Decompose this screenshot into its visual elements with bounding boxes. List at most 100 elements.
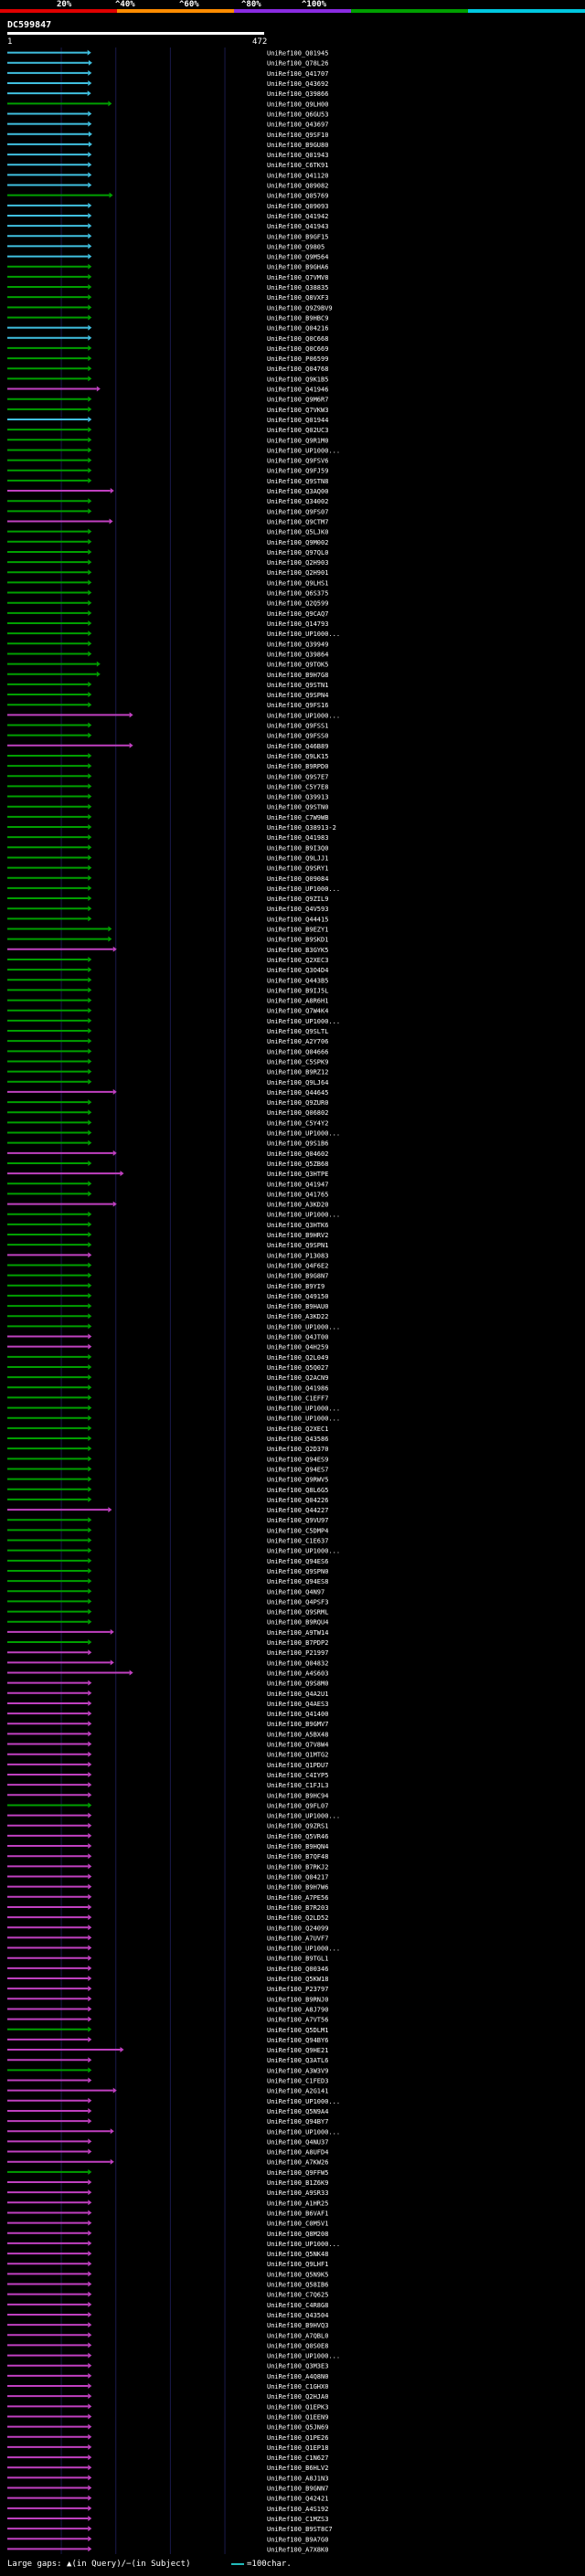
hit-arrow (88, 2291, 92, 2297)
hit-label: UniRef100_B9GNN7 (267, 2486, 328, 2493)
hit-arrow (129, 712, 133, 718)
hit-arrow (88, 2465, 92, 2471)
hit-arrow (88, 1252, 92, 1258)
hit-label: UniRef100_Q1PE26 (267, 2434, 328, 2442)
hit-arrow (88, 355, 92, 362)
hit-arrow (88, 589, 92, 596)
hit-label: UniRef100_UP1000... (267, 631, 340, 638)
hit-label: UniRef100_Q0C668 (267, 335, 328, 343)
hit-label: UniRef100_UP1000... (267, 2128, 340, 2136)
hit-arrow (88, 1292, 92, 1299)
hit-label: UniRef100_Q9S8M0 (267, 1680, 328, 1688)
hit-arrow (87, 49, 91, 56)
hit-arrow (110, 1628, 114, 1635)
hit-label: UniRef100_Q97QL0 (267, 549, 328, 557)
hit-arrow (88, 121, 92, 127)
hit-label: UniRef100_Q39949 (267, 641, 328, 648)
hit-arrow (88, 2148, 92, 2155)
hit-label: UniRef100_C4IYP5 (267, 1772, 328, 1779)
hit-arrow (88, 2443, 92, 2450)
legend-label: ^40% (115, 0, 135, 9)
hit-label: UniRef100_Q9FJ59 (267, 468, 328, 475)
hit-arrow (88, 2433, 92, 2440)
hit-arrow (88, 2026, 92, 2032)
hit-arrow (88, 324, 92, 331)
hit-arrow (88, 1374, 92, 1381)
gap-legend-note: Large gaps: ▲(in Query)/−(in Subject) (7, 2560, 191, 2569)
hit-label: UniRef100_UP1000... (267, 1415, 340, 1423)
hit-arrow (88, 610, 92, 616)
hit-label: UniRef100_Q9M002 (267, 539, 328, 546)
hit-label: UniRef100_A7VT56 (267, 2017, 328, 2024)
hit-label: UniRef100_A5BX48 (267, 1731, 328, 1738)
hit-arrow (88, 1955, 92, 1961)
hit-arrow (88, 447, 92, 453)
hit-label: UniRef100_C1GHX0 (267, 2383, 328, 2390)
hit-label: UniRef100_A8J790 (267, 2006, 328, 2013)
hit-arrow (88, 1639, 92, 1646)
hit-arrow (88, 987, 92, 993)
hit-label: UniRef100_Q2XEC1 (267, 1426, 328, 1433)
hit-arrow (88, 1883, 92, 1890)
hit-label: UniRef100_Q38835 (267, 284, 328, 292)
hit-label: UniRef100_Q2HJA0 (267, 2393, 328, 2401)
hit-label: UniRef100_Q9LH00 (267, 101, 328, 108)
hit-label: UniRef100_B7RKJ2 (267, 1863, 328, 1871)
hit-label: UniRef100_C1EFF7 (267, 1394, 328, 1402)
hit-arrow (88, 2168, 92, 2175)
hit-arrow (88, 2016, 92, 2022)
hit-label: UniRef100_Q9S7E7 (267, 773, 328, 780)
hit-label: UniRef100_C5Y4Y2 (267, 1119, 328, 1127)
hit-arrow (88, 1863, 92, 1870)
hit-label: UniRef100_Q04666 (267, 1048, 328, 1055)
hit-arrow (88, 1486, 92, 1492)
hit-arrow (88, 864, 92, 871)
hit-arrow (88, 1690, 92, 1696)
hit-label: UniRef100_Q9SPN0 (267, 1568, 328, 1575)
hit-label: UniRef100_C5SPK9 (267, 1058, 328, 1065)
hit-label: UniRef100_Q9TOK5 (267, 662, 328, 669)
hit-label: UniRef100_Q06802 (267, 1109, 328, 1117)
hit-arrow (88, 1996, 92, 2002)
hit-arrow (108, 101, 112, 107)
legend-label: ^100% (302, 0, 327, 9)
hit-label: UniRef100_UP1000... (267, 1130, 340, 1138)
hit-label: UniRef100_Q7VKW3 (267, 407, 328, 414)
hit-arrow (88, 854, 92, 861)
hit-label: UniRef100_Q14793 (267, 620, 328, 628)
hit-arrow (88, 2220, 92, 2226)
hit-arrow (88, 2138, 92, 2145)
hit-label: UniRef100_UP1000... (267, 2353, 340, 2360)
hit-arrow (88, 1242, 92, 1248)
hit-label: UniRef100_Q4PSF3 (267, 1598, 328, 1606)
hit-arrow (88, 752, 92, 758)
hit-arrow (88, 243, 92, 249)
hit-arrow (88, 396, 92, 402)
hit-label: UniRef100_Q8L6G5 (267, 1487, 328, 1494)
hit-label: UniRef100_Q04602 (267, 1150, 328, 1158)
hit-arrow (88, 334, 92, 341)
hit-label: UniRef100_A1HR25 (267, 2200, 328, 2207)
hit-arrow (88, 2342, 92, 2348)
hit-arrow (88, 284, 92, 291)
hit-arrow (88, 702, 92, 708)
hit-arrow (88, 977, 92, 983)
hit-label: UniRef100_Q2H901 (267, 569, 328, 577)
hit-arrow (96, 386, 101, 392)
hit-label: UniRef100_Q46B89 (267, 743, 328, 750)
hit-arrow (88, 1078, 92, 1085)
hit-label: UniRef100_B9HQN4 (267, 1843, 328, 1850)
hit-label: UniRef100_Q9LHS1 (267, 579, 328, 587)
hit-arrow (88, 345, 92, 351)
hit-label: UniRef100_Q9RWV5 (267, 1477, 328, 1484)
hit-label: UniRef100_Q5Q027 (267, 1364, 328, 1372)
hit-label: UniRef100_UP1000... (267, 1018, 340, 1025)
hit-label: UniRef100_Q3HTPE (267, 1171, 328, 1178)
hit-label: UniRef100_Q44415 (267, 916, 328, 923)
hit-arrow (129, 742, 133, 748)
hit-label: UniRef100_Q1MTG2 (267, 1752, 328, 1759)
hit-arrow (88, 233, 92, 239)
hit-arrow (88, 202, 92, 208)
hit-arrow (88, 59, 92, 66)
